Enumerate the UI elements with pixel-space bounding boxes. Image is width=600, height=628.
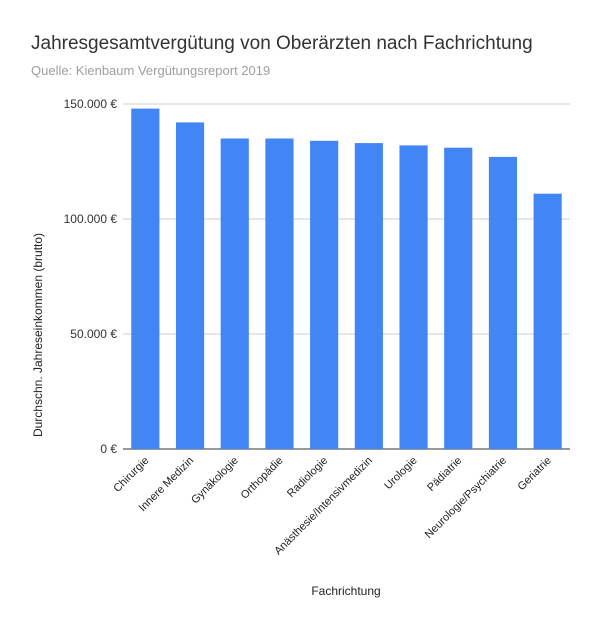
bar [265, 138, 294, 449]
y-tick-label: 100.000 € [64, 212, 118, 226]
x-tick-label: Radiologie [285, 455, 330, 500]
x-tick-label: Orthopädie [239, 455, 286, 502]
bar [488, 156, 518, 449]
x-tick-label: Anästhesie/Intensivmedizin [272, 455, 375, 558]
bar [399, 145, 428, 449]
bar [444, 147, 473, 449]
x-tick-label: Gynäkologie [189, 455, 241, 507]
bar [310, 140, 339, 450]
y-tick-label: 50.000 € [70, 327, 117, 341]
chart-title: Jahresgesamtvergütung von Oberärzten nac… [31, 33, 533, 54]
bar [220, 138, 249, 449]
x-tick-label: Neurologie/Psychiatrie [423, 455, 509, 541]
y-tick-label: 150.000 € [64, 97, 118, 111]
x-axis-label: Fachrichtung [311, 584, 380, 598]
bars [131, 108, 562, 450]
bar [533, 193, 562, 449]
y-axis-label: Durchschn. Jahreseinkommen (brutto) [31, 233, 45, 437]
bar [354, 143, 383, 449]
bar [175, 122, 205, 450]
x-tick-label: Urologie [382, 455, 419, 492]
y-tick-label: 0 € [100, 442, 117, 456]
bar [131, 108, 160, 449]
x-tick-label: Chirurgie [111, 455, 151, 495]
x-tick-label: Geriatrie [515, 455, 553, 493]
x-tick-label: Pädiatrie [425, 455, 464, 494]
chart-subtitle: Quelle: Kienbaum Vergütungsreport 2019 [31, 63, 271, 78]
y-axis-ticks: 0 € 50.000 € 100.000 € 150.000 € [64, 97, 118, 456]
